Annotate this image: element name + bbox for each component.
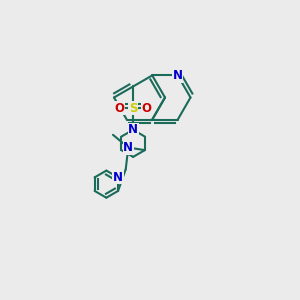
Text: N: N [173,69,183,82]
Text: N: N [123,141,133,154]
Text: N: N [128,123,138,136]
Text: S: S [129,102,137,115]
Text: N: N [113,171,123,184]
Text: O: O [142,102,152,115]
Text: O: O [115,102,124,115]
